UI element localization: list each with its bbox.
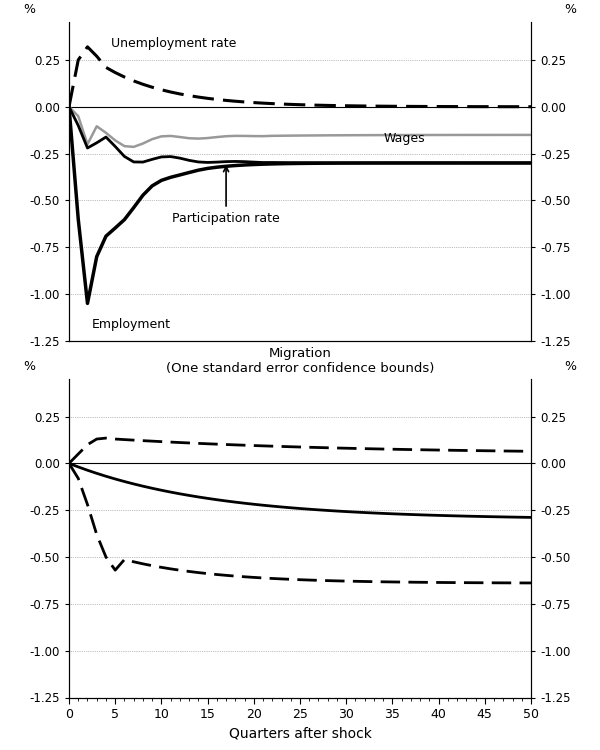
Text: Employment: Employment <box>92 318 171 331</box>
Title: Migration
(One standard error confidence bounds): Migration (One standard error confidence… <box>166 347 434 375</box>
Text: Participation rate: Participation rate <box>172 166 280 225</box>
Text: %: % <box>24 360 36 373</box>
Text: %: % <box>564 3 576 16</box>
Text: Wages: Wages <box>383 132 425 146</box>
Text: %: % <box>564 360 576 373</box>
Text: Unemployment rate: Unemployment rate <box>110 37 236 50</box>
Text: %: % <box>24 3 36 16</box>
X-axis label: Quarters after shock: Quarters after shock <box>229 727 371 740</box>
